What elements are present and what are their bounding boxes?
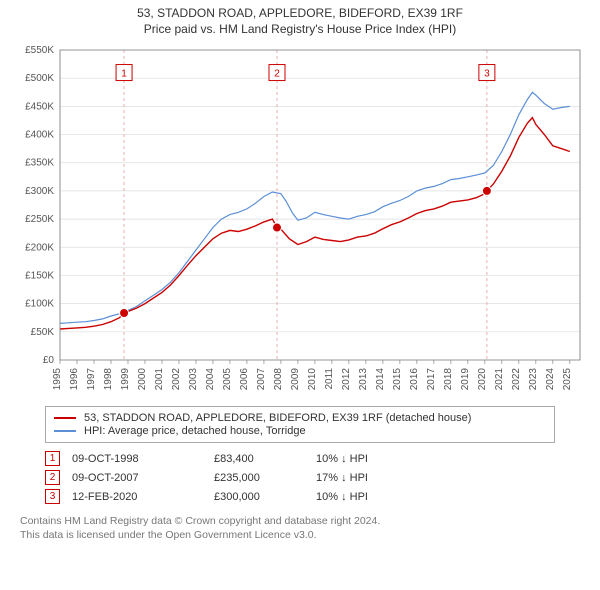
sale-date: 09-OCT-2007	[72, 472, 202, 484]
svg-text:2005: 2005	[222, 368, 233, 391]
svg-text:£200K: £200K	[25, 242, 54, 253]
svg-text:2019: 2019	[460, 368, 471, 391]
svg-text:2013: 2013	[358, 368, 369, 391]
legend-label: HPI: Average price, detached house, Torr…	[84, 425, 306, 437]
svg-text:2002: 2002	[171, 368, 182, 391]
svg-text:1: 1	[121, 69, 127, 80]
footnote-line2: This data is licensed under the Open Gov…	[20, 528, 580, 542]
sales-row: 3 12-FEB-2020 £300,000 10% ↓ HPI	[45, 489, 555, 504]
sale-diff: 17% ↓ HPI	[316, 472, 436, 484]
svg-text:£350K: £350K	[25, 158, 54, 169]
svg-text:2023: 2023	[528, 368, 539, 391]
svg-text:1996: 1996	[69, 368, 80, 391]
svg-text:2001: 2001	[154, 368, 165, 391]
footnote-line1: Contains HM Land Registry data © Crown c…	[20, 514, 580, 528]
svg-text:2009: 2009	[290, 368, 301, 391]
svg-text:1997: 1997	[86, 368, 97, 391]
svg-text:£100K: £100K	[25, 299, 54, 310]
svg-text:2004: 2004	[205, 368, 216, 391]
svg-text:2021: 2021	[494, 368, 505, 391]
svg-text:2: 2	[274, 69, 280, 80]
sales-row: 2 09-OCT-2007 £235,000 17% ↓ HPI	[45, 470, 555, 485]
sale-price: £83,400	[214, 453, 304, 465]
svg-text:1998: 1998	[103, 368, 114, 391]
svg-text:3: 3	[484, 69, 490, 80]
svg-text:£400K: £400K	[25, 130, 54, 141]
sale-marker-icon: 1	[45, 451, 60, 466]
svg-text:2015: 2015	[392, 368, 403, 391]
svg-text:£250K: £250K	[25, 214, 54, 225]
legend-swatch	[54, 417, 76, 419]
svg-text:£0: £0	[43, 355, 55, 366]
svg-text:2010: 2010	[307, 368, 318, 391]
svg-text:2006: 2006	[239, 368, 250, 391]
legend-row: HPI: Average price, detached house, Torr…	[54, 425, 546, 437]
chart-title-block: 53, STADDON ROAD, APPLEDORE, BIDEFORD, E…	[0, 0, 600, 40]
sales-row: 1 09-OCT-1998 £83,400 10% ↓ HPI	[45, 451, 555, 466]
sale-marker-icon: 3	[45, 489, 60, 504]
svg-text:£450K: £450K	[25, 101, 54, 112]
svg-text:2025: 2025	[562, 368, 573, 391]
svg-text:2012: 2012	[341, 368, 352, 391]
sale-price: £235,000	[214, 472, 304, 484]
chart-area: £0 £50K £100K £150K £200K £250K £300K £350K £400…	[10, 40, 590, 400]
svg-text:2000: 2000	[137, 368, 148, 391]
svg-text:1999: 1999	[120, 368, 131, 391]
sale-date: 09-OCT-1998	[72, 453, 202, 465]
legend: 53, STADDON ROAD, APPLEDORE, BIDEFORD, E…	[45, 406, 555, 443]
svg-text:2016: 2016	[409, 368, 420, 391]
sale-price: £300,000	[214, 491, 304, 503]
svg-text:£50K: £50K	[31, 327, 55, 338]
svg-text:£300K: £300K	[25, 186, 54, 197]
svg-text:2017: 2017	[426, 368, 437, 391]
svg-text:£150K: £150K	[25, 270, 54, 281]
sale-diff: 10% ↓ HPI	[316, 491, 436, 503]
svg-text:2014: 2014	[375, 368, 386, 391]
svg-text:2007: 2007	[256, 368, 267, 391]
svg-text:2020: 2020	[477, 368, 488, 391]
chart-svg: £0 £50K £100K £150K £200K £250K £300K £350K £400…	[10, 40, 590, 400]
svg-text:2003: 2003	[188, 368, 199, 391]
svg-text:2022: 2022	[511, 368, 522, 391]
sales-table: 1 09-OCT-1998 £83,400 10% ↓ HPI 2 09-OCT…	[45, 451, 555, 504]
sale-marker-icon: 2	[45, 470, 60, 485]
svg-text:1995: 1995	[52, 368, 63, 391]
svg-text:2011: 2011	[324, 368, 335, 390]
svg-text:£550K: £550K	[25, 45, 54, 56]
legend-label: 53, STADDON ROAD, APPLEDORE, BIDEFORD, E…	[84, 412, 471, 424]
svg-text:£500K: £500K	[25, 73, 54, 84]
chart-title-line2: Price paid vs. HM Land Registry's House …	[10, 22, 590, 36]
svg-text:2008: 2008	[273, 368, 284, 391]
svg-text:2024: 2024	[545, 368, 556, 391]
sale-diff: 10% ↓ HPI	[316, 453, 436, 465]
sale-date: 12-FEB-2020	[72, 491, 202, 503]
svg-text:2018: 2018	[443, 368, 454, 391]
chart-title-line1: 53, STADDON ROAD, APPLEDORE, BIDEFORD, E…	[10, 6, 590, 20]
legend-row: 53, STADDON ROAD, APPLEDORE, BIDEFORD, E…	[54, 412, 546, 424]
legend-swatch	[54, 430, 76, 432]
footnote: Contains HM Land Registry data © Crown c…	[20, 514, 580, 542]
